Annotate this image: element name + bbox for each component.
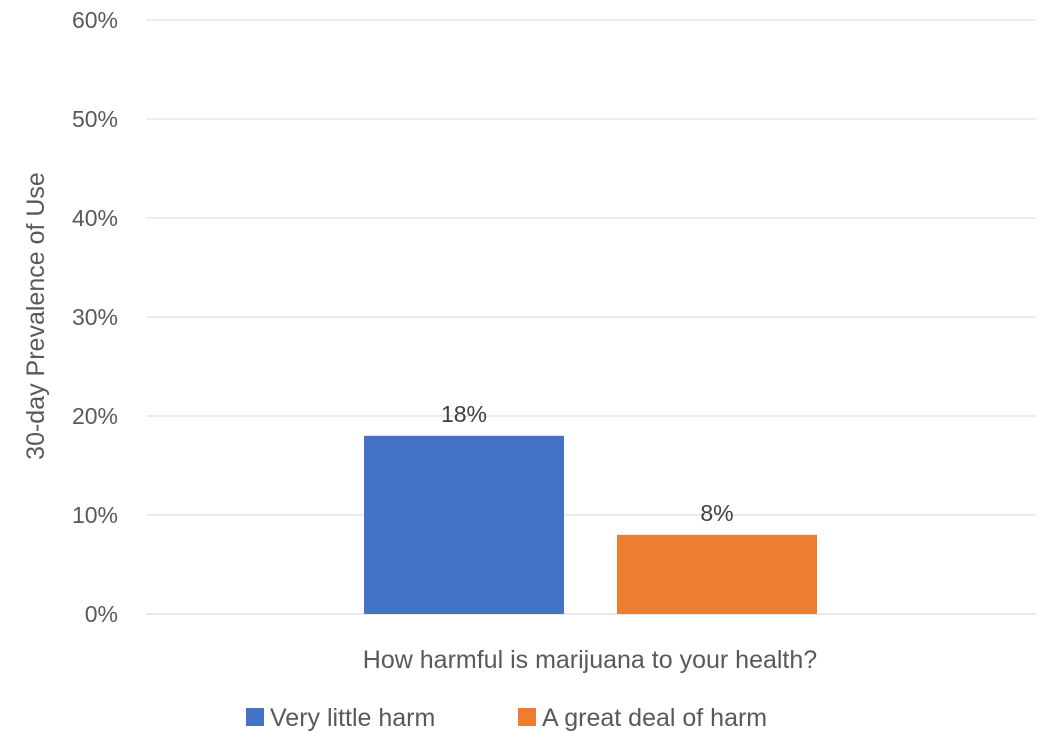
data-labels: 18% 8% (441, 401, 734, 526)
y-tick-label: 50% (72, 106, 118, 132)
y-tick-label: 0% (85, 601, 118, 627)
bars (364, 435, 817, 614)
y-tick-label: 10% (72, 502, 118, 528)
y-tick-label: 60% (72, 7, 118, 33)
gridlines (146, 19, 1036, 615)
legend-label-a-great-deal-of-harm: A great deal of harm (542, 704, 767, 732)
y-axis-title: 30-day Prevalence of Use (22, 172, 50, 460)
y-tick-label: 20% (72, 403, 118, 429)
legend-swatch-very-little-harm (246, 708, 264, 726)
data-label-a-great-deal-of-harm: 8% (700, 500, 733, 526)
y-axis-tick-labels: 0% 10% 20% 30% 40% 50% 60% (72, 7, 118, 627)
legend-label-very-little-harm: Very little harm (270, 704, 435, 732)
bar-a-great-deal-of-harm (617, 534, 817, 614)
legend-swatch-a-great-deal-of-harm (518, 708, 536, 726)
legend: Very little harm A great deal of harm (246, 704, 767, 732)
y-tick-label: 40% (72, 205, 118, 231)
data-label-very-little-harm: 18% (441, 401, 487, 427)
y-tick-label: 30% (72, 304, 118, 330)
x-axis-category-label: How harmful is marijuana to your health? (363, 646, 817, 674)
bar-very-little-harm (364, 435, 564, 614)
